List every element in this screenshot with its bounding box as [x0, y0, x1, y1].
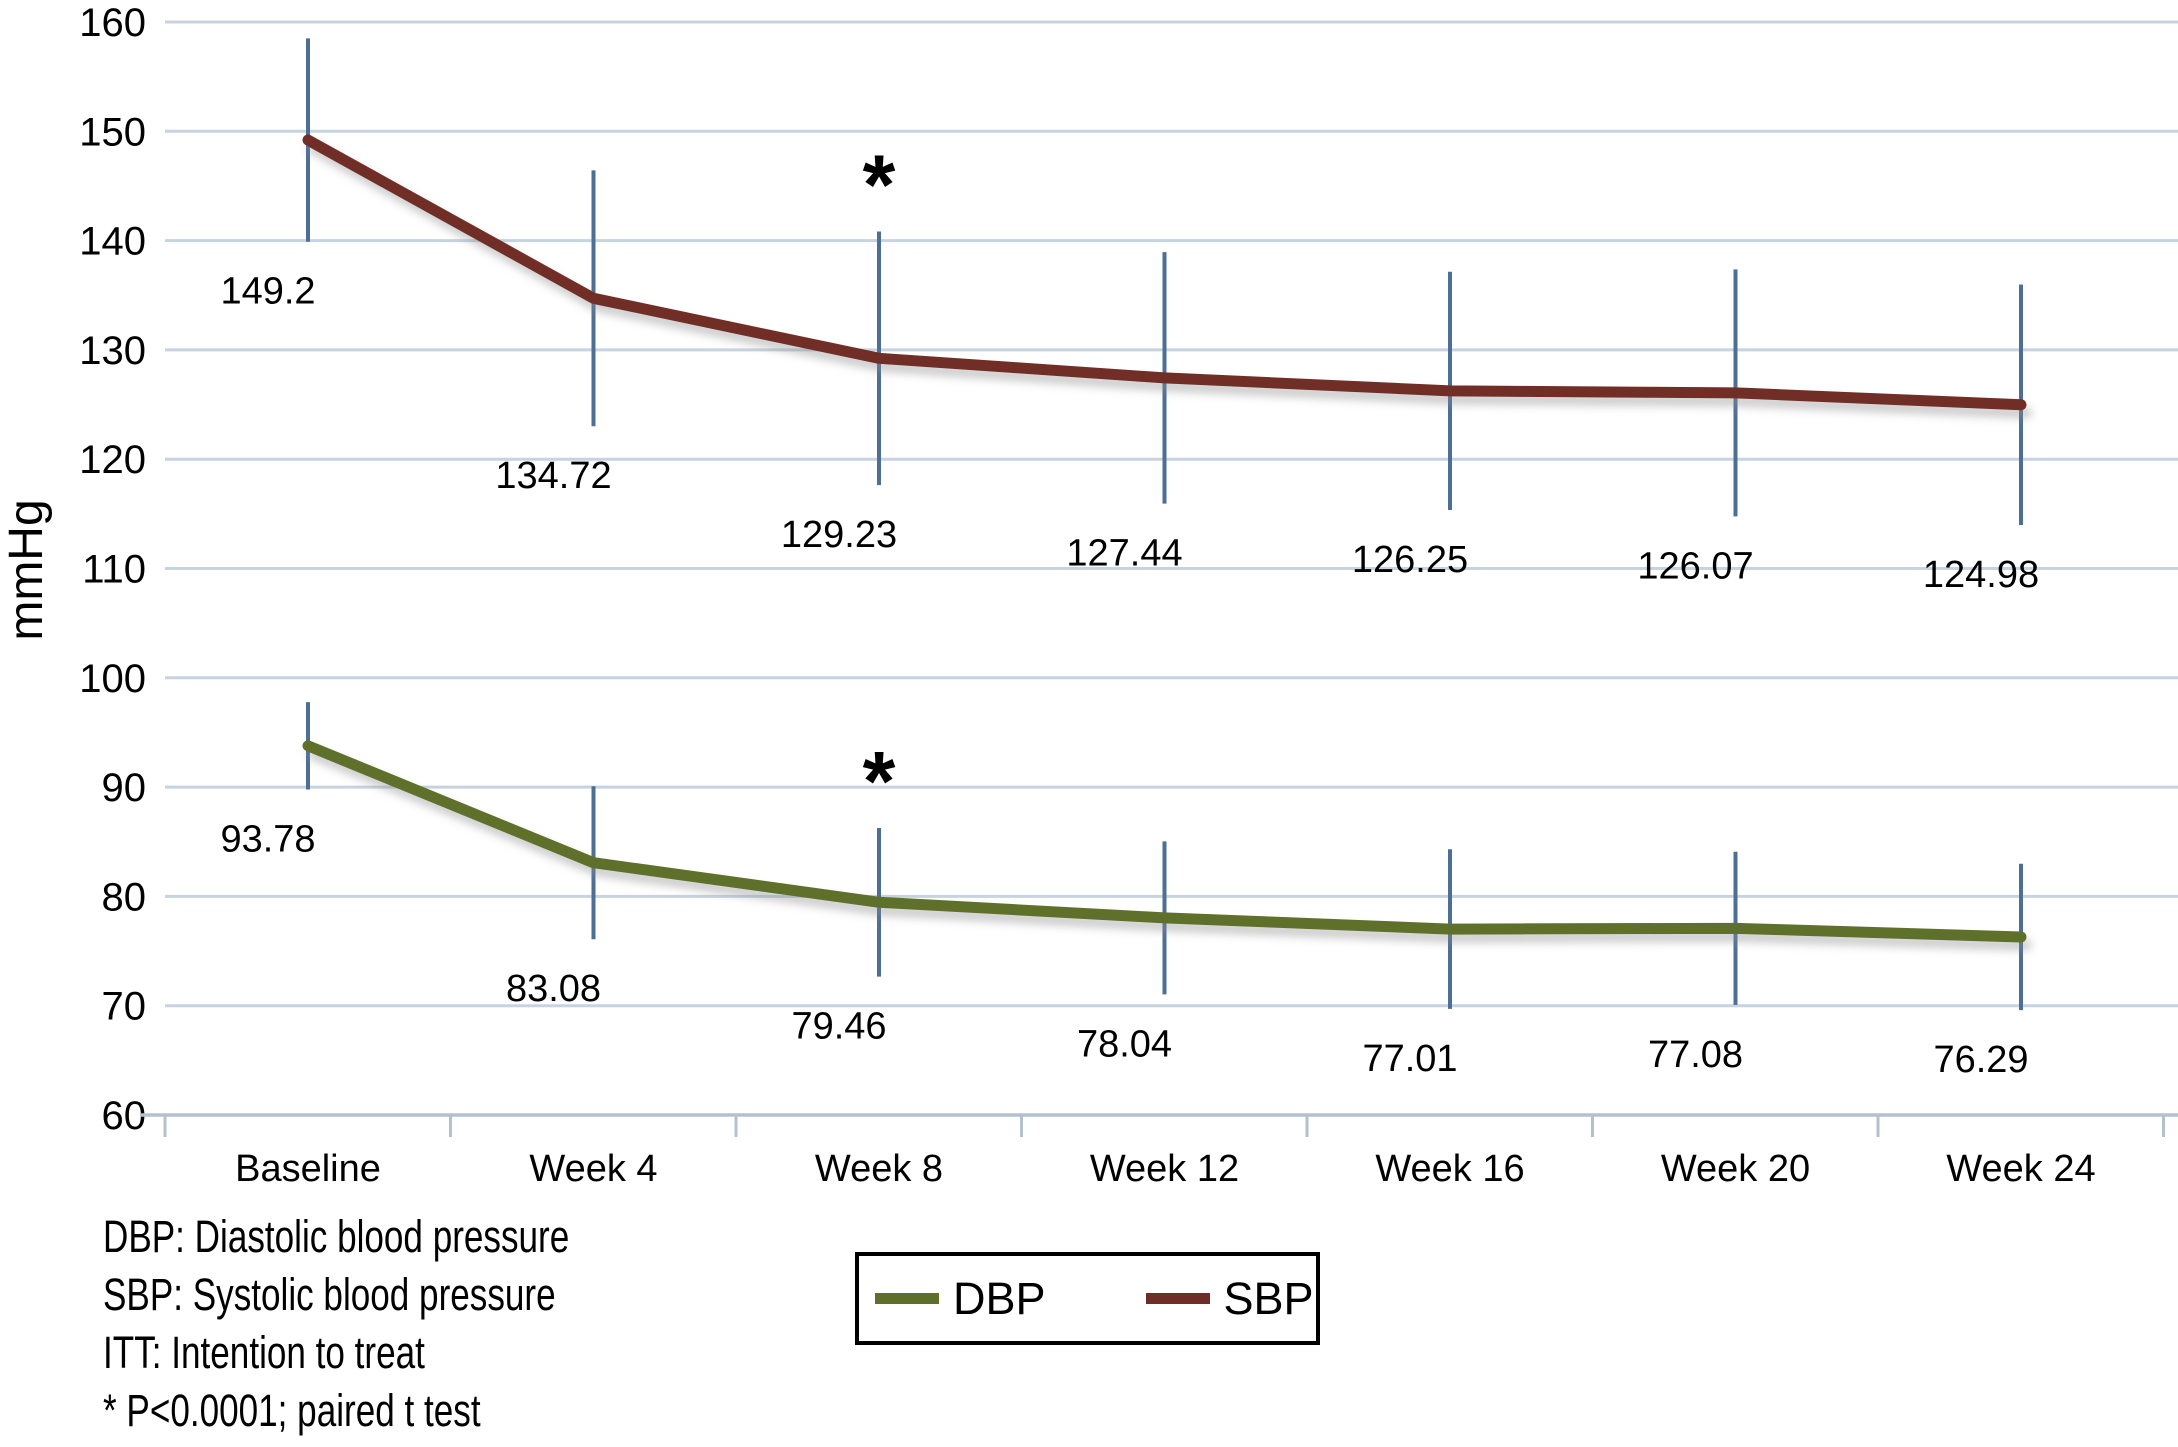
sbp-significance-asterisk: *: [863, 138, 896, 232]
sbp-line-swatch: [1145, 1293, 1210, 1304]
sbp-line: [302, 134, 2027, 411]
y-tick-label-80: 80: [102, 875, 147, 919]
dbp-point-label-0: 93.78: [220, 819, 315, 861]
legend-label-dbp: DBP: [953, 1272, 1046, 1324]
legend: DBP SBP: [855, 1252, 1320, 1345]
x-label-week-20: Week 20: [1661, 1148, 1810, 1190]
dbp-point-label-4: 77.01: [1362, 1038, 1457, 1080]
legend-label-sbp: SBP: [1223, 1272, 1314, 1324]
y-tick-label-160: 160: [79, 1, 146, 45]
sbp-point-label-0: 149.2: [220, 271, 315, 313]
footnote-dbp: DBP: Diastolic blood pressure: [103, 1211, 570, 1262]
y-axis-title: mmHg: [0, 499, 53, 640]
dbp-point-label-6: 76.29: [1933, 1039, 2028, 1081]
dbp-point-label-3: 78.04: [1077, 1023, 1172, 1065]
dbp-line-swatch: [875, 1293, 939, 1304]
footnote-block: DBP: Diastolic blood pressure SBP: Systo…: [103, 1208, 569, 1440]
dbp-point-label-1: 83.08: [506, 968, 601, 1010]
x-label-week-16: Week 16: [1375, 1148, 1524, 1190]
dbp-point-label-5: 77.08: [1648, 1034, 1743, 1076]
y-tick-label-90: 90: [102, 766, 147, 810]
x-label-week-12: Week 12: [1090, 1148, 1239, 1190]
y-tick-label-110: 110: [82, 548, 146, 592]
y-tick-label-100: 100: [79, 657, 146, 701]
dbp-significance-asterisk: *: [863, 734, 896, 828]
y-tick-label-70: 70: [102, 985, 147, 1029]
x-label-baseline: Baseline: [235, 1148, 381, 1190]
footnote-sbp: SBP: Systolic blood pressure: [103, 1269, 556, 1320]
dbp-line: [302, 740, 2027, 943]
footnote-itt: ITT: Intention to treat: [103, 1327, 425, 1378]
sbp-point-label-4: 126.25: [1352, 539, 1468, 581]
y-tick-label-140: 140: [79, 220, 146, 264]
sbp-point-label-6: 124.98: [1923, 554, 2039, 596]
dbp-point-label-2: 79.46: [791, 1006, 886, 1048]
x-label-week-4: Week 4: [529, 1148, 657, 1190]
footnote-pvalue: * P<0.0001; paired t test: [103, 1385, 481, 1436]
legend-entry-sbp: SBP: [1145, 1272, 1314, 1325]
x-label-week-8: Week 8: [815, 1148, 943, 1190]
sbp-point-label-1: 134.72: [495, 455, 611, 497]
y-tick-label-120: 120: [79, 438, 146, 482]
sbp-point-label-3: 127.44: [1066, 533, 1182, 575]
y-tick-label-130: 130: [79, 329, 146, 373]
x-label-week-24: Week 24: [1946, 1148, 2095, 1190]
y-tick-label-150: 150: [79, 110, 146, 154]
sbp-point-label-2: 129.23: [781, 514, 897, 556]
y-tick-label-60: 60: [102, 1094, 147, 1138]
legend-entry-dbp: DBP: [875, 1273, 1046, 1325]
sbp-point-label-5: 126.07: [1637, 545, 1753, 587]
